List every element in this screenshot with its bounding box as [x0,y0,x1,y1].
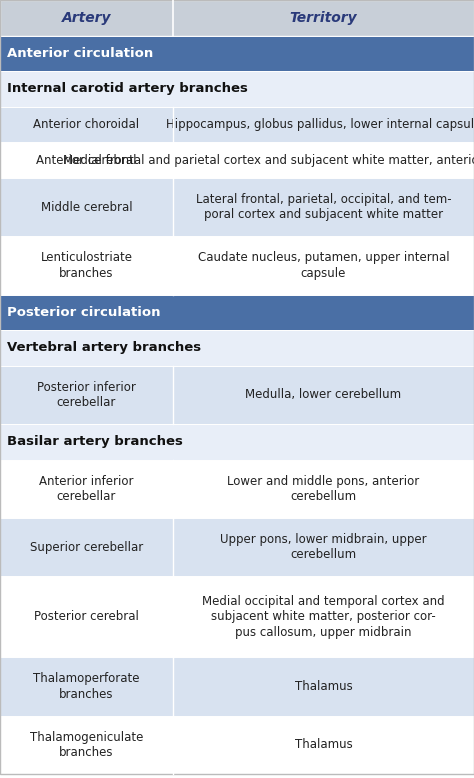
Bar [0,366,173,424]
Bar [0,330,474,366]
Text: Posterior cerebral: Posterior cerebral [34,611,139,623]
Text: Thalamoperforate
branches: Thalamoperforate branches [33,672,140,701]
Text: Medulla, lower cerebellum: Medulla, lower cerebellum [246,388,401,401]
Text: Caudate nucleus, putamen, upper internal
capsule: Caudate nucleus, putamen, upper internal… [198,251,449,279]
Text: Territory: Territory [290,11,357,25]
Bar [173,716,474,774]
Text: Internal carotid artery branches: Internal carotid artery branches [7,82,248,96]
Bar [173,366,474,424]
Bar [0,295,474,330]
Bar [0,107,173,142]
Bar [0,71,474,107]
Text: Anterior choroidal: Anterior choroidal [34,118,139,131]
Text: Posterior inferior
cerebellar: Posterior inferior cerebellar [37,380,136,409]
Bar [0,142,173,178]
Text: Superior cerebellar: Superior cerebellar [30,541,143,554]
Text: Lateral frontal, parietal, occipital, and tem-
poral cortex and subjacent white : Lateral frontal, parietal, occipital, an… [196,193,451,221]
Bar [173,657,474,716]
Bar [173,576,474,657]
Bar [0,576,173,657]
Text: Artery: Artery [62,11,111,25]
Bar [0,716,173,774]
Text: Hippocampus, globus pallidus, lower internal capsule: Hippocampus, globus pallidus, lower inte… [166,118,474,131]
Text: Vertebral artery branches: Vertebral artery branches [7,342,201,355]
Bar [0,657,173,716]
Bar [173,142,474,178]
Text: Thalamus: Thalamus [295,738,352,752]
Text: Anterior cerebral: Anterior cerebral [36,153,137,166]
Bar [0,36,474,71]
Text: Upper pons, lower midbrain, upper
cerebellum: Upper pons, lower midbrain, upper cerebe… [220,533,427,562]
Text: Lenticulostriate
branches: Lenticulostriate branches [40,251,133,279]
Bar [173,518,474,576]
Text: Lower and middle pons, anterior
cerebellum: Lower and middle pons, anterior cerebell… [228,475,419,503]
Text: Posterior circulation: Posterior circulation [7,306,161,319]
Bar [0,178,173,237]
Bar [0,424,474,460]
Text: Thalamus: Thalamus [295,680,352,693]
Bar [0,0,474,36]
Text: Middle cerebral: Middle cerebral [41,201,132,213]
Bar [0,518,173,576]
Text: Medial occipital and temporal cortex and
subjacent white matter, posterior cor-
: Medial occipital and temporal cortex and… [202,595,445,639]
Text: Medial frontal and parietal cortex and subjacent white matter, anterior corpus c: Medial frontal and parietal cortex and s… [64,153,474,166]
Bar [0,460,173,518]
Text: Anterior inferior
cerebellar: Anterior inferior cerebellar [39,475,134,503]
Text: Thalamogeniculate
branches: Thalamogeniculate branches [30,731,143,759]
Bar [173,107,474,142]
Bar [173,178,474,237]
Text: Anterior circulation: Anterior circulation [7,47,154,60]
Bar [173,237,474,295]
Bar [0,237,173,295]
Text: Basilar artery branches: Basilar artery branches [7,436,183,448]
Bar [173,460,474,518]
